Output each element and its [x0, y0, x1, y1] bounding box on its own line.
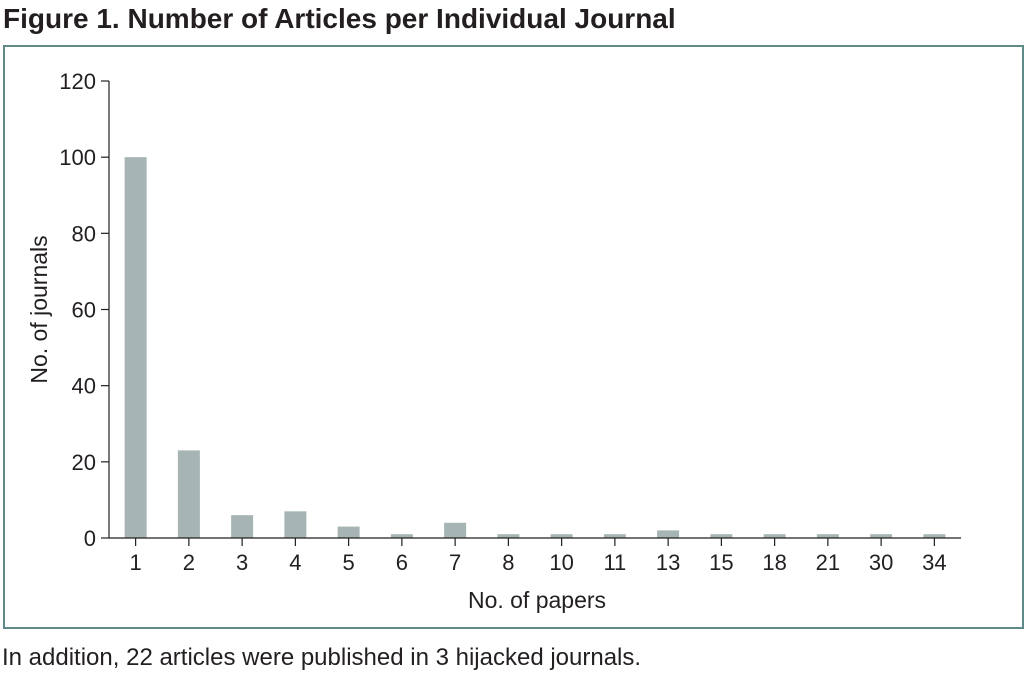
y-axis-label: No. of journals	[26, 235, 52, 383]
bar	[550, 534, 573, 538]
bar	[444, 522, 467, 538]
bar	[284, 511, 307, 538]
x-tick-label: 6	[396, 550, 408, 575]
bar	[603, 534, 626, 538]
x-tick-label: 13	[656, 550, 680, 575]
y-tick-label: 20	[72, 450, 96, 475]
x-tick-label: 7	[449, 550, 461, 575]
bars-group	[124, 157, 946, 538]
x-tick-label: 3	[236, 550, 248, 575]
x-tick-label: 11	[603, 550, 626, 575]
bar	[657, 530, 680, 538]
bar	[337, 526, 360, 538]
y-tick-label: 40	[72, 374, 96, 399]
bar	[870, 534, 893, 538]
bar	[816, 534, 839, 538]
bar	[497, 534, 520, 538]
bar	[231, 515, 254, 538]
x-tick-label: 10	[549, 550, 573, 575]
chart-frame	[3, 45, 1024, 629]
bar	[763, 534, 786, 538]
y-tick-label: 60	[72, 298, 96, 323]
x-tick-label: 1	[130, 550, 142, 575]
y-tick-label: 100	[59, 145, 96, 170]
y-tick-label: 0	[84, 526, 96, 551]
x-tick-label: 2	[183, 550, 195, 575]
y-tick-label: 120	[59, 69, 96, 94]
x-tick-label: 8	[502, 550, 514, 575]
bar	[390, 534, 413, 538]
bar	[177, 450, 200, 538]
x-tick-label: 30	[869, 550, 893, 575]
y-ticks-group: 0 20 40 60 80 100 120	[59, 69, 109, 551]
figure-footnote: In addition, 22 articles were published …	[2, 644, 642, 671]
x-tick-label: 18	[762, 550, 786, 575]
x-tick-label: 15	[709, 550, 733, 575]
bar	[923, 534, 946, 538]
x-tick-label: 5	[343, 550, 355, 575]
bar	[710, 534, 733, 538]
bar	[124, 157, 147, 538]
y-tick-label: 80	[72, 221, 96, 246]
x-ticks-group: 1 2 3 4 5 6 7 8 10 11 13 15 18 21 30 34	[130, 538, 947, 575]
x-tick-label: 21	[816, 550, 840, 575]
x-axis-label: No. of papers	[468, 587, 606, 613]
figure-title: Figure 1. Number of Articles per Individ…	[3, 3, 676, 34]
x-tick-label: 34	[922, 550, 946, 575]
x-tick-label: 4	[289, 550, 301, 575]
